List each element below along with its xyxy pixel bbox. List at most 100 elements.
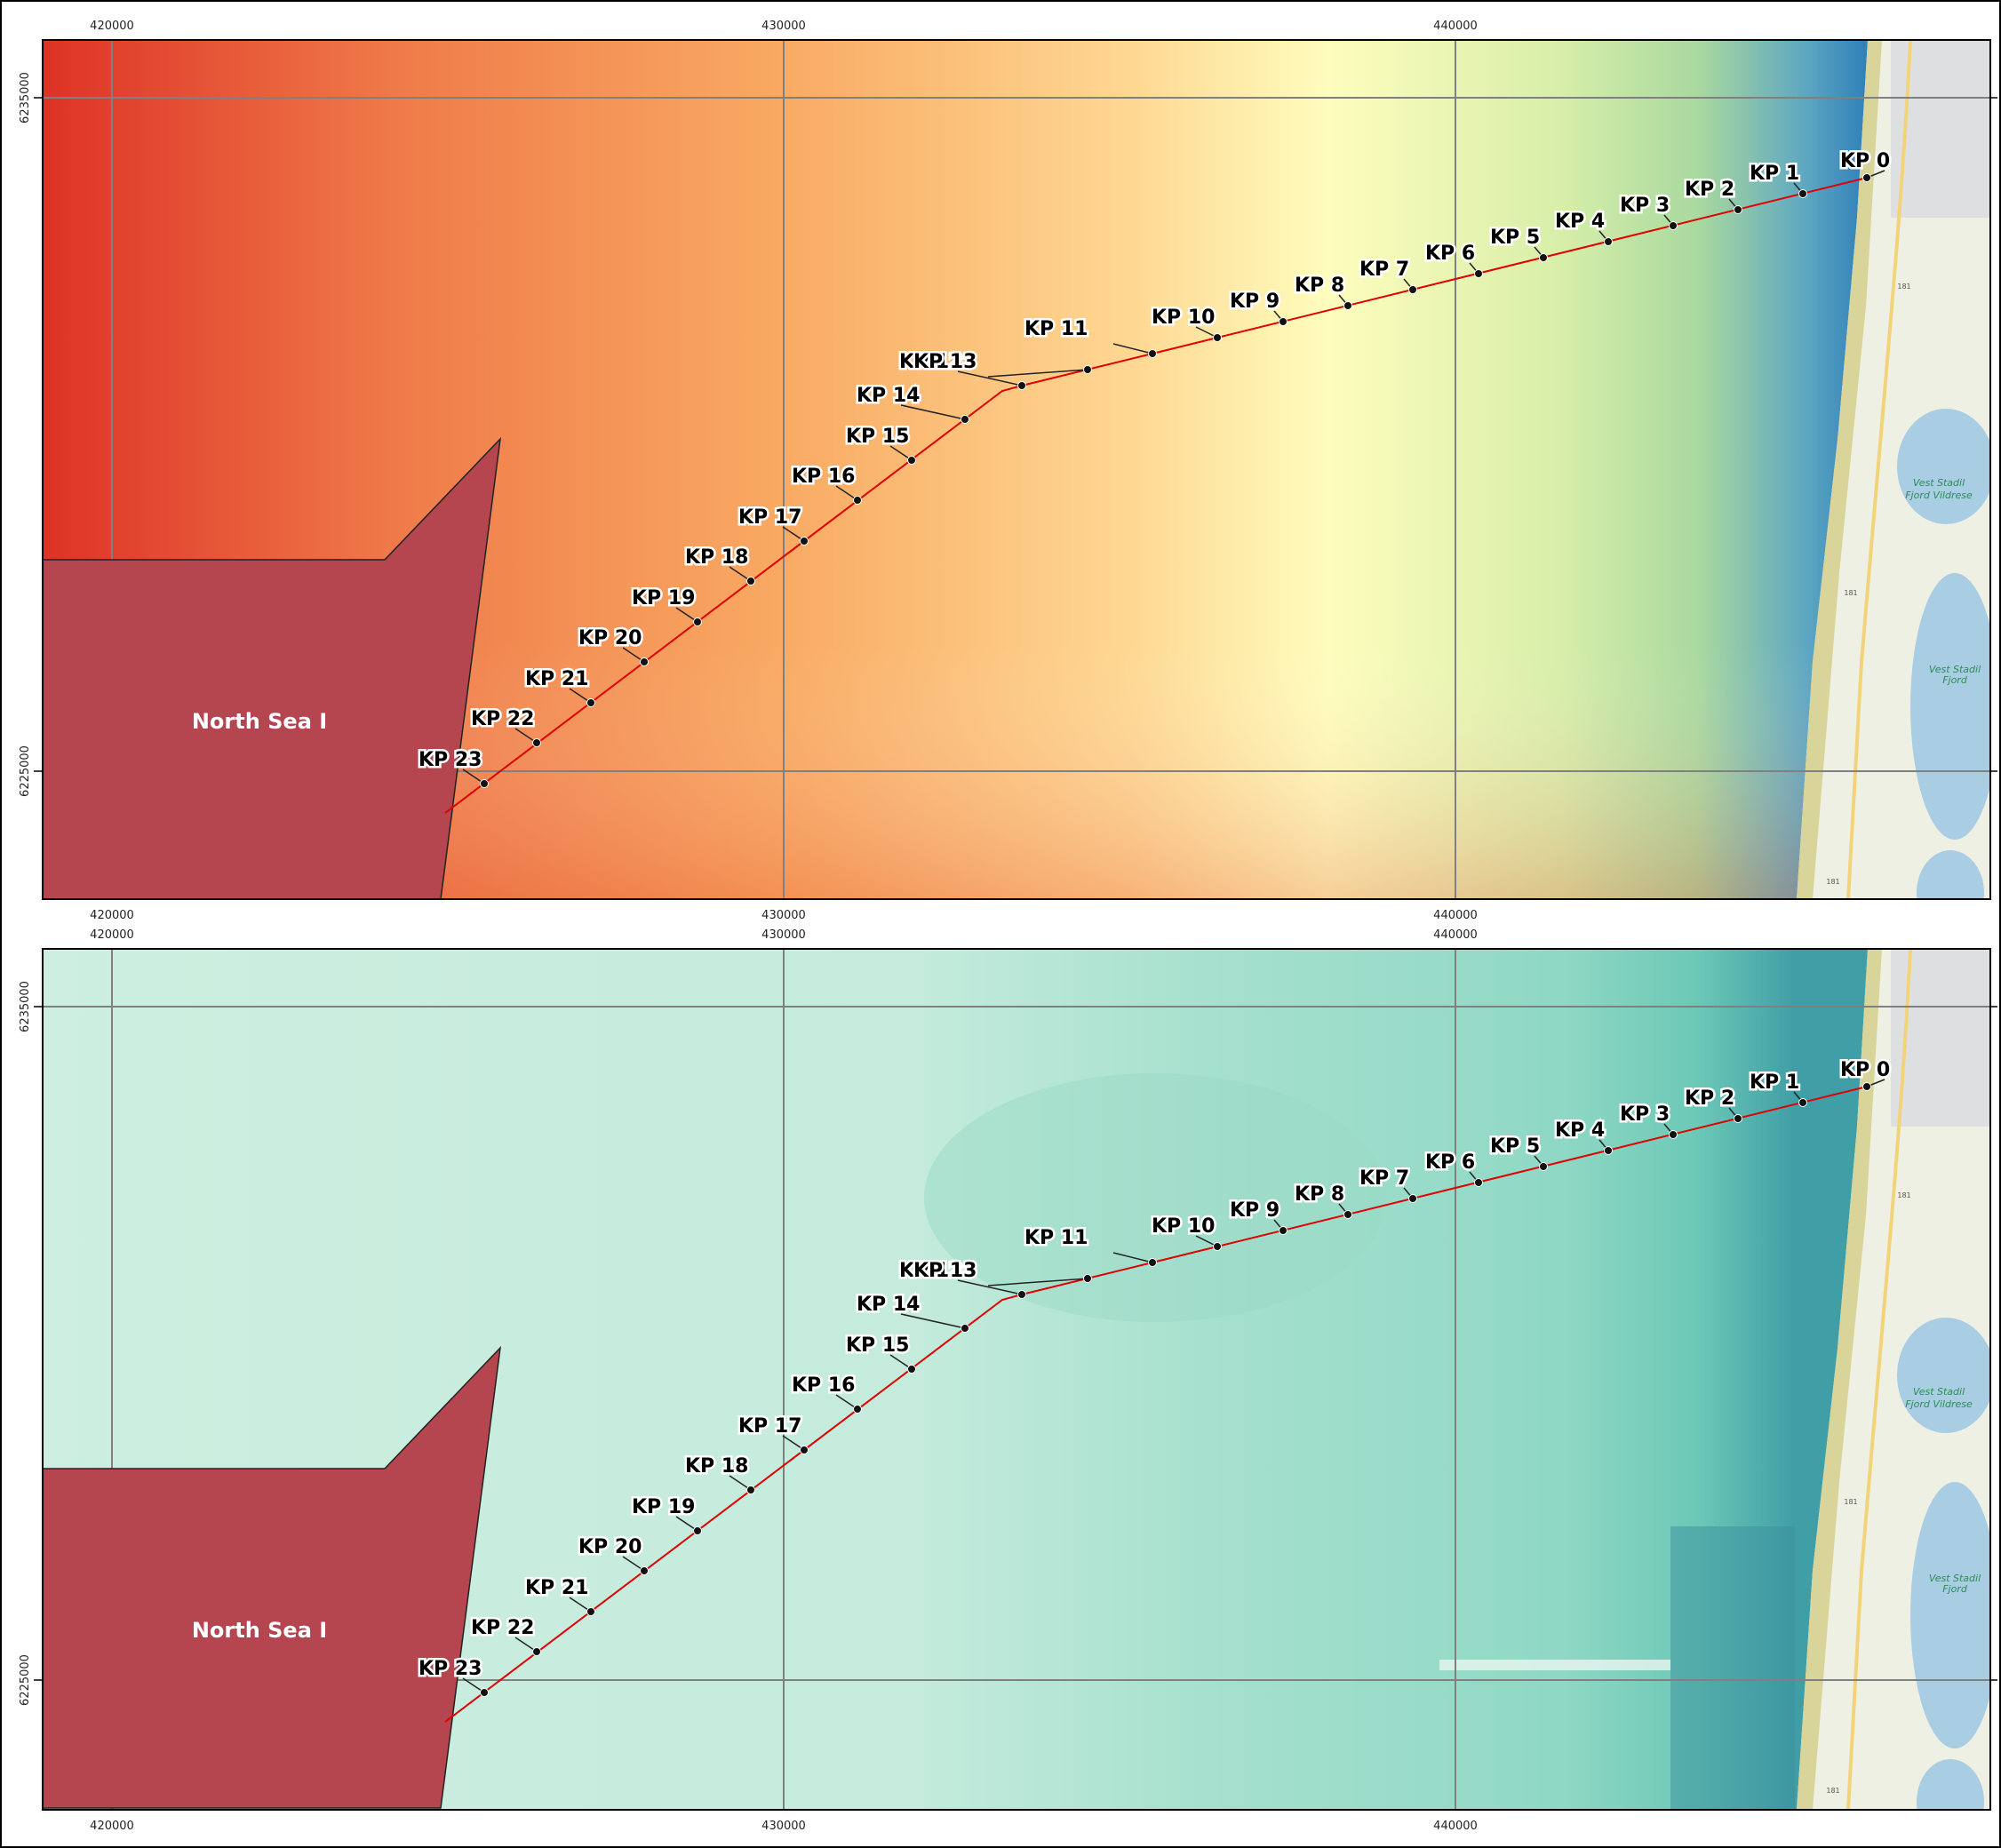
- kp-label: KP 1: [1750, 163, 1799, 185]
- road-number-label: 181: [1844, 1498, 1857, 1506]
- road-number-label: 181: [1826, 1787, 1839, 1795]
- kp-leader-line: [957, 370, 1023, 386]
- kp-marker[interactable]: [853, 1405, 862, 1414]
- kp-marker[interactable]: [800, 537, 809, 546]
- kp-label: KP 20: [578, 1536, 642, 1558]
- kp-label: KP 0: [1840, 150, 1890, 172]
- kp-marker[interactable]: [1279, 1226, 1287, 1235]
- x-tick-label: 430000: [761, 909, 806, 922]
- kp-label: KP 19: [632, 587, 695, 609]
- x-tick-label: 420000: [90, 1820, 134, 1833]
- kp-marker[interactable]: [1734, 1114, 1742, 1123]
- dune-strip: [1797, 949, 1882, 1810]
- kp-marker[interactable]: [1083, 1274, 1092, 1283]
- kp-marker[interactable]: [1798, 1098, 1807, 1107]
- lake-label: Vest Stadil: [1929, 664, 1981, 675]
- kp-marker[interactable]: [746, 577, 755, 585]
- kp-marker[interactable]: [1408, 285, 1417, 294]
- kp-label: KP 5: [1490, 227, 1540, 249]
- seabed-feature: [1439, 1660, 1670, 1670]
- panel-border: [42, 39, 1991, 900]
- kp-marker[interactable]: [1862, 173, 1871, 182]
- kp-label: KP 22: [471, 708, 534, 730]
- x-tick-label: 440000: [1433, 928, 1478, 942]
- seabed-feature: [1670, 1526, 1795, 1810]
- kp-marker[interactable]: [1604, 237, 1613, 246]
- seabed-feature: [924, 1073, 1386, 1322]
- kp-marker[interactable]: [1798, 189, 1807, 198]
- place-label: Fjord Vildrese: [1905, 1398, 1973, 1410]
- kp-marker[interactable]: [693, 1526, 702, 1535]
- kp-marker[interactable]: [480, 779, 489, 788]
- kp-marker[interactable]: [746, 1486, 755, 1494]
- kp-marker[interactable]: [853, 496, 862, 505]
- lake: [1910, 573, 1990, 840]
- kp-label: KP 11: [1024, 318, 1088, 340]
- kp-label: KP 8: [1295, 1183, 1344, 1206]
- kp-marker[interactable]: [1213, 1242, 1222, 1251]
- kp-marker[interactable]: [480, 1688, 489, 1697]
- kp-marker[interactable]: [1279, 317, 1287, 326]
- kp-marker[interactable]: [961, 1324, 969, 1333]
- kp-label: KP 22: [471, 1617, 534, 1639]
- kp-marker[interactable]: [640, 657, 649, 666]
- kp-marker[interactable]: [1669, 221, 1678, 230]
- kp-label: KP 4: [1555, 1119, 1605, 1142]
- kp-label: KP 7: [1359, 1167, 1409, 1190]
- kp-marker[interactable]: [1343, 1210, 1352, 1219]
- x-tick-label: 420000: [90, 928, 134, 942]
- kp-label: KP 19: [632, 1496, 695, 1518]
- kp-marker[interactable]: [800, 1446, 809, 1454]
- kp-marker[interactable]: [1343, 301, 1352, 310]
- kp-marker[interactable]: [532, 1647, 541, 1656]
- kp-marker[interactable]: [1408, 1194, 1417, 1203]
- kp-marker[interactable]: [1539, 253, 1548, 262]
- kp-label: KP 8: [1295, 275, 1344, 297]
- x-tick-label: 420000: [90, 909, 134, 922]
- kp-label: KP 18: [685, 1455, 748, 1478]
- kp-marker[interactable]: [1148, 1258, 1157, 1267]
- kp-marker[interactable]: [1604, 1146, 1613, 1155]
- y-tick-label: 6225000: [19, 745, 32, 797]
- kp-label: KP 9: [1230, 1199, 1280, 1222]
- kp-marker[interactable]: [1474, 269, 1483, 278]
- kp-marker[interactable]: [1083, 365, 1092, 374]
- kp-marker[interactable]: [1017, 381, 1026, 390]
- kp-marker[interactable]: [1539, 1162, 1548, 1171]
- kp-marker[interactable]: [961, 415, 969, 424]
- area-label: North Sea I: [192, 709, 327, 734]
- kp-marker[interactable]: [586, 1607, 595, 1616]
- kp-marker[interactable]: [532, 738, 541, 747]
- kp-marker[interactable]: [1474, 1178, 1483, 1187]
- kp-marker[interactable]: [1017, 1290, 1026, 1299]
- kp-label: KP 1: [1750, 1071, 1799, 1094]
- kp-marker[interactable]: [907, 456, 916, 465]
- lake: [1910, 1482, 1990, 1748]
- kp-label: KP 10: [1152, 307, 1215, 329]
- panel-border: [42, 948, 1991, 1811]
- kp-label: KP 23: [419, 749, 482, 771]
- kp-marker[interactable]: [693, 617, 702, 626]
- kp-leader-line: [987, 1278, 1088, 1286]
- kp-label: KP 2: [1685, 179, 1734, 201]
- road-number-label: 181: [1844, 589, 1857, 597]
- kp-marker[interactable]: [1734, 205, 1742, 214]
- kp-marker[interactable]: [1862, 1082, 1871, 1091]
- x-tick-label: 430000: [761, 1820, 806, 1833]
- north-sea-i-area: [43, 436, 502, 899]
- kp-label: KP 15: [846, 1334, 909, 1357]
- lake-label: Vest Stadil: [1929, 1573, 1981, 1584]
- kp-label: KP 23: [419, 1658, 482, 1680]
- kp-marker[interactable]: [640, 1566, 649, 1575]
- kp-label: KP 2: [1685, 1087, 1734, 1110]
- kp-label: KP 17: [738, 1415, 801, 1438]
- kp-marker[interactable]: [1669, 1130, 1678, 1139]
- kp-marker[interactable]: [907, 1365, 916, 1374]
- kp-marker[interactable]: [586, 698, 595, 707]
- kp-marker[interactable]: [1213, 333, 1222, 342]
- x-tick-label: 440000: [1433, 909, 1478, 922]
- kp-label: KP 4: [1555, 211, 1605, 233]
- kp-label: KP 13: [913, 351, 977, 373]
- kp-marker[interactable]: [1148, 349, 1157, 358]
- kp-label: KP 12: [899, 1260, 962, 1282]
